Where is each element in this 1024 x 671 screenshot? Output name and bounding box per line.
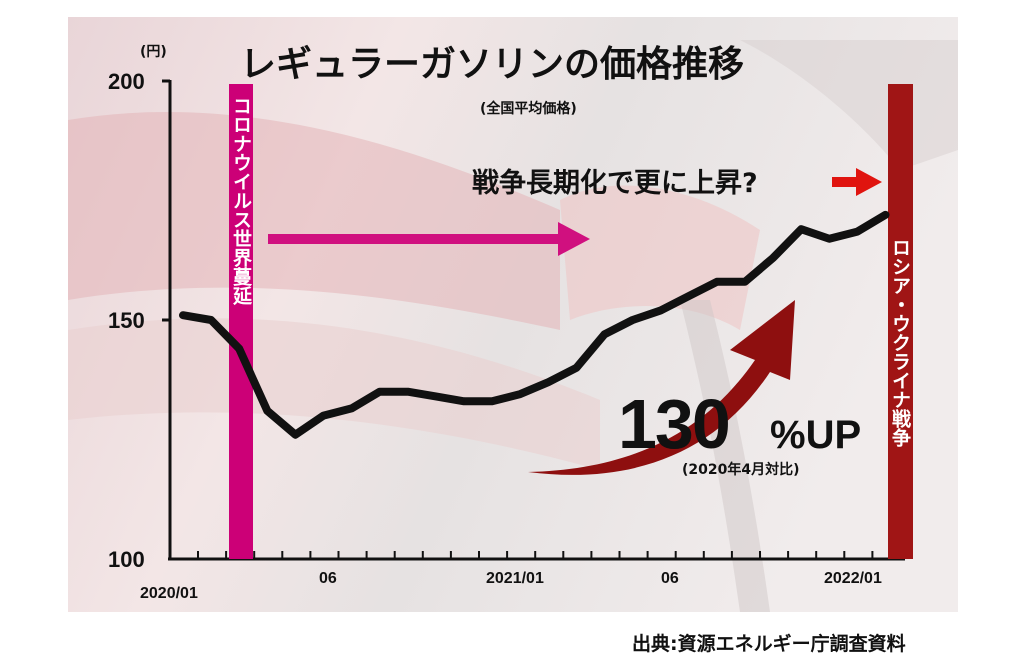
series-layer: [179, 210, 890, 439]
data-point: [856, 230, 859, 233]
data-point: [491, 400, 494, 403]
data-point: [884, 213, 887, 216]
data-point: [800, 228, 803, 231]
y-unit-label: (円): [140, 44, 167, 60]
data-point: [434, 395, 437, 398]
increase-arrow: [528, 300, 795, 475]
data-point: [575, 366, 578, 369]
x-tick-label-06-2020: 06: [319, 570, 337, 587]
increase-note: (2020年4月対比): [682, 461, 800, 478]
data-point: [687, 295, 690, 298]
axes: (円) 200 150 100 2020/01 06 2021/01 06 20…: [108, 44, 905, 602]
data-point: [322, 414, 325, 417]
data-point: [463, 400, 465, 403]
covid-band-rect: [229, 84, 253, 559]
background-photo: [68, 17, 958, 612]
data-point: [210, 319, 213, 321]
x-tick-label-2020-01: 2020/01: [140, 585, 198, 602]
x-tick-label-2021-01: 2021/01: [486, 570, 544, 587]
x-tick-label-06-2021: 06: [661, 570, 679, 587]
data-point: [519, 393, 522, 396]
series-line-0: [179, 210, 890, 439]
data-point: [182, 314, 184, 317]
data-point: [294, 433, 297, 436]
data-point: [547, 381, 550, 384]
increase-value: 130: [618, 385, 729, 463]
data-point: [744, 280, 746, 283]
covid-band: コロナウイルス世界蔓延: [229, 84, 253, 559]
data-point: [715, 280, 718, 283]
war-band: ロシア・ウクライナ戦争: [888, 84, 913, 559]
x-tick-label-2022-01: 2022/01: [824, 570, 882, 587]
war-band-rect: [888, 84, 913, 559]
data-point: [350, 407, 353, 410]
data-point: [603, 333, 606, 336]
increase-unit: %UP: [770, 413, 861, 457]
war-band-label: ロシア・ウクライナ戦争: [889, 238, 911, 447]
data-point: [406, 390, 409, 393]
data-point: [238, 347, 241, 350]
forecast-arrow: [832, 168, 882, 196]
data-point: [266, 409, 269, 412]
source-text: 出典:資源エネルギー庁調査資料: [632, 632, 906, 655]
covid-band-label: コロナウイルス世界蔓延: [230, 96, 253, 306]
data-point: [631, 319, 634, 321]
forecast-text: 戦争長期化で更に上昇?: [472, 168, 758, 199]
covid-arrow: [268, 222, 590, 256]
data-point: [659, 309, 662, 312]
data-point: [378, 390, 381, 393]
y-tick-200: 200: [108, 69, 145, 94]
data-point: [772, 256, 775, 259]
chart-title: レギュラーガソリンの価格推移: [240, 44, 744, 85]
y-tick-100: 100: [108, 547, 145, 572]
y-tick-150: 150: [108, 308, 145, 333]
data-point: [828, 237, 831, 240]
chart-subtitle: (全国平均価格): [480, 100, 577, 117]
